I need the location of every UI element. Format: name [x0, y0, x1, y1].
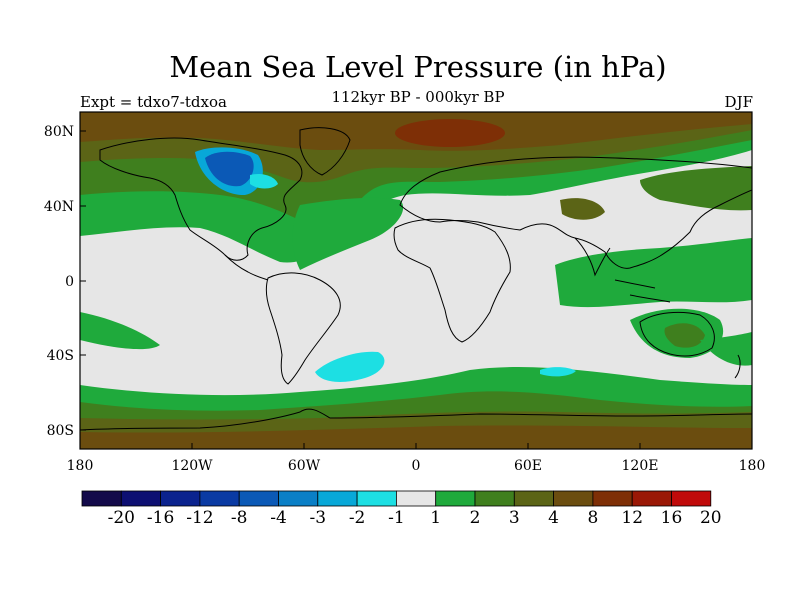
colorbar-swatch — [592, 490, 633, 507]
colorbar-label: 8 — [587, 508, 598, 528]
colorbar-swatch — [671, 490, 712, 507]
colorbar-label: 16 — [661, 508, 683, 528]
colorbar-label: 1 — [430, 508, 441, 528]
lat-label-0: 0 — [65, 274, 74, 290]
map-title: Mean Sea Level Pressure (in hPa) — [169, 50, 667, 84]
field-eurasia-olive — [560, 198, 605, 220]
lon-label-60e: 60E — [514, 458, 542, 474]
colorbar-swatch — [513, 490, 554, 507]
coast-australia — [639, 311, 715, 357]
colorbar-label: -12 — [186, 508, 213, 528]
colorbar-label: -1 — [388, 508, 405, 528]
coast-new-zealand — [734, 354, 741, 379]
lat-label-80s: 80S — [47, 423, 74, 439]
colorbar-swatch — [160, 490, 201, 507]
colorbar-swatch — [199, 490, 240, 507]
colorbar-label: -3 — [310, 508, 327, 528]
colorbar: -20 -16 -12 -8 -4 -3 -2 -1 1 2 3 4 8 12 16 20 — [81, 490, 722, 528]
colorbar-label: 4 — [548, 508, 559, 528]
coast-africa — [393, 218, 511, 343]
colorbar-swatch — [356, 490, 397, 507]
lon-label-0: 0 — [412, 458, 421, 474]
colorbar-label: 20 — [700, 508, 722, 528]
colorbar-swatch — [553, 490, 594, 507]
coast-india — [574, 237, 611, 277]
field-south-atlantic-cyan — [315, 351, 385, 382]
colorbar-label: -4 — [270, 508, 287, 528]
lon-label-180e: 180 — [739, 458, 766, 474]
lon-label-180w: 180 — [67, 458, 94, 474]
field-north-pacific-darkgreen — [640, 166, 752, 211]
field-hudson-cyan — [250, 174, 278, 189]
colorbar-label: 2 — [470, 508, 481, 528]
coast-north-america — [99, 137, 303, 261]
colorbar-label: -20 — [108, 508, 135, 528]
map-subtitle: 112kyr BP - 000kyr BP — [331, 88, 505, 106]
coastlines — [80, 127, 752, 431]
longitude-axis: 180 120W 60W 0 60E 120E 180 — [67, 443, 766, 474]
field-pacific-green — [80, 312, 160, 350]
colorbar-swatch — [120, 490, 162, 507]
season-label: DJF — [724, 93, 753, 111]
colorbar-label: -16 — [147, 508, 174, 528]
lon-label-60w: 60W — [288, 458, 321, 474]
coast-central-america — [224, 254, 269, 281]
colorbar-label: 12 — [621, 508, 643, 528]
coast-south-america — [265, 272, 341, 385]
colorbar-label: -2 — [349, 508, 366, 528]
colorbar-swatch — [238, 490, 279, 507]
colorbar-label: 3 — [509, 508, 520, 528]
lat-label-40n: 40N — [44, 199, 74, 215]
colorbar-swatch — [278, 490, 319, 507]
field-australia-darkgreen — [664, 323, 705, 348]
coast-greenland — [299, 127, 351, 176]
field-indian-ocean-green — [555, 238, 752, 308]
lon-label-120w: 120W — [171, 458, 213, 474]
lon-label-120e: 120E — [622, 458, 659, 474]
field-antarctic-brown — [80, 425, 752, 449]
field-arctic-rust — [395, 119, 505, 147]
field-north-america-blue — [205, 151, 254, 187]
colorbar-swatch — [81, 490, 122, 507]
field-atlantic-green — [292, 197, 404, 270]
colorbar-label: -8 — [231, 508, 248, 528]
lat-label-40s: 40S — [47, 348, 74, 364]
colorbar-swatch — [435, 490, 476, 507]
colorbar-swatch — [474, 490, 515, 507]
latitude-axis: 80N 40N 0 40S 80S — [44, 124, 86, 439]
coast-indonesia — [614, 279, 671, 303]
experiment-label: Expt = tdxo7-tdxoa — [80, 93, 227, 111]
colorbar-swatch — [631, 490, 672, 507]
field-south-indian-cyan — [540, 367, 576, 377]
map-field — [80, 112, 752, 449]
colorbar-swatch — [395, 490, 437, 507]
coast-antarctica — [80, 408, 752, 431]
colorbar-swatch — [317, 490, 358, 507]
lat-label-80n: 80N — [44, 124, 74, 140]
coast-eurasia — [399, 156, 752, 269]
